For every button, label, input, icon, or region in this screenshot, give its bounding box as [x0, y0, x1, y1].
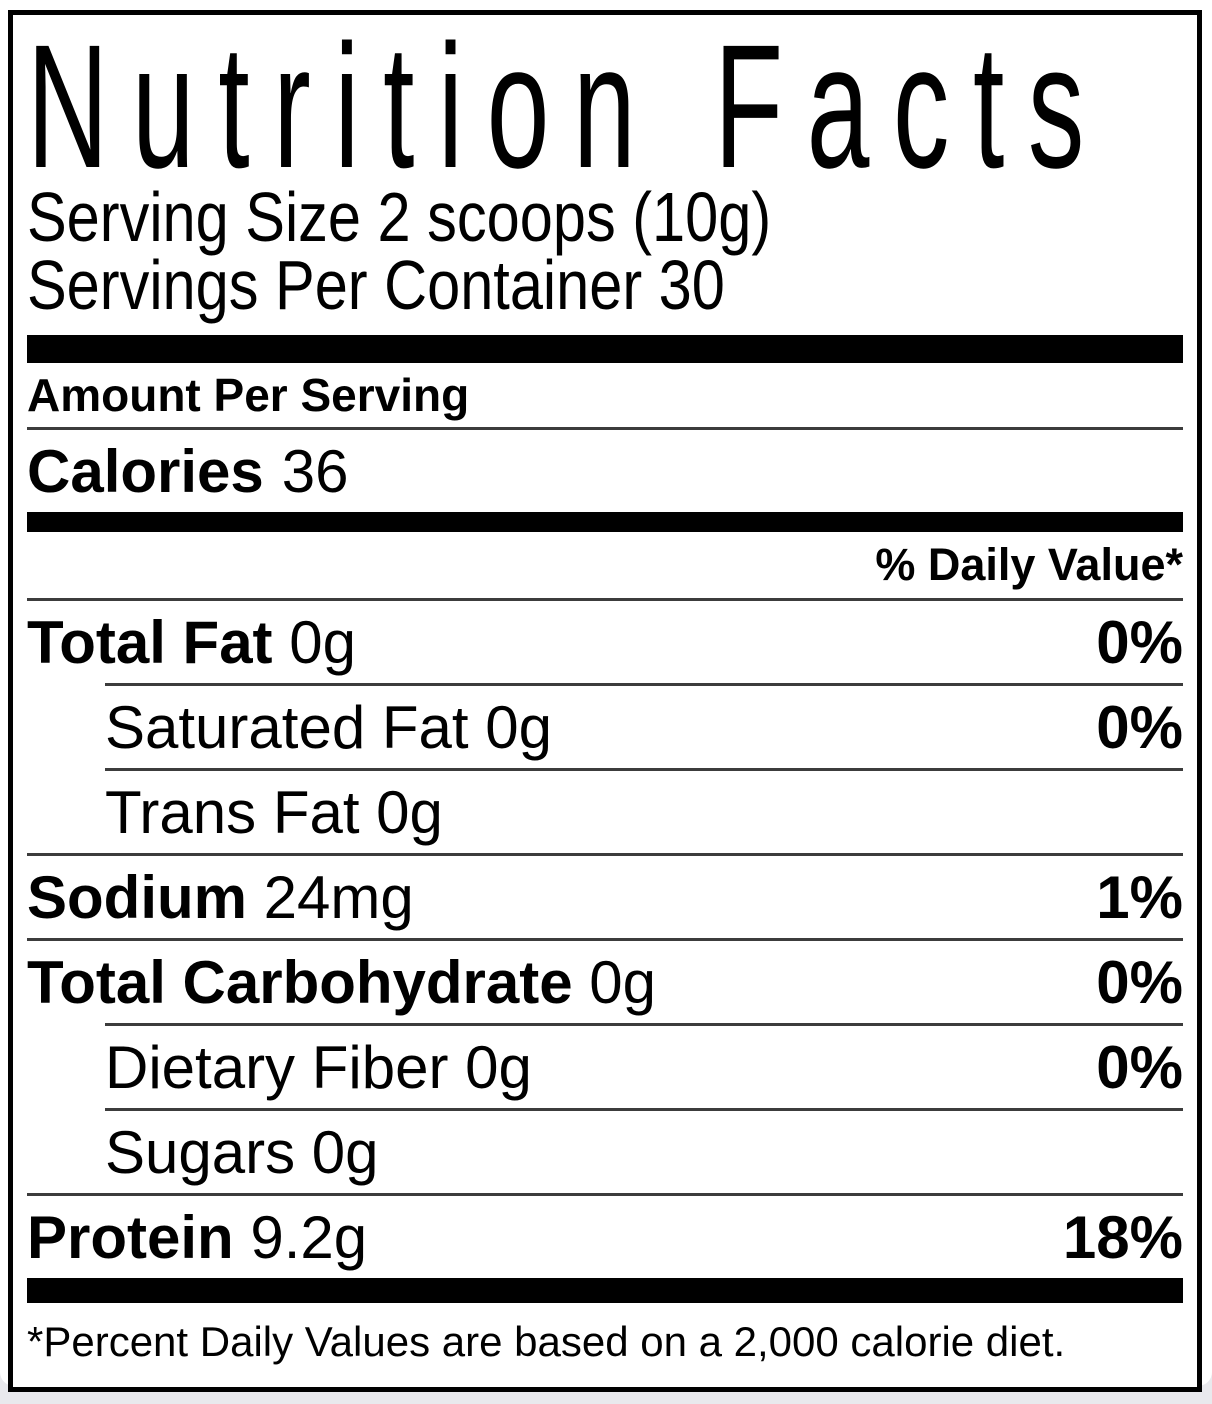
- nutrient-row: Protein 9.2g 18%: [27, 1196, 1183, 1278]
- nutrient-row: Sodium 24mg 1%: [27, 856, 1183, 938]
- nutrient-amount: 0g: [468, 693, 552, 761]
- nutrient-row: Trans Fat 0g: [27, 771, 1183, 853]
- servings-per-container-text: Servings Per Container 30: [27, 246, 725, 324]
- thin-rule: [27, 1193, 1183, 1196]
- nutrient-rows: Total Fat 0g 0% Saturated Fat 0g 0% Tran…: [27, 598, 1183, 1278]
- nutrient-row: Total Carbohydrate 0g 0%: [27, 941, 1183, 1023]
- nutrient-amount: 0g: [448, 1033, 532, 1101]
- nutrient-daily-value: 0%: [1096, 948, 1183, 1016]
- amount-per-serving-heading: Amount Per Serving: [27, 363, 1183, 427]
- nutrient-name: Trans Fat: [105, 778, 360, 846]
- calories-row: Calories 36: [27, 430, 1183, 512]
- daily-value-header: % Daily Value*: [27, 532, 1183, 598]
- nutrient-name: Saturated Fat: [105, 693, 469, 761]
- thin-rule: [105, 1108, 1183, 1111]
- nutrient-row: Dietary Fiber 0g 0%: [27, 1026, 1183, 1108]
- nutrient-daily-value: 0%: [1096, 608, 1183, 676]
- thin-rule: [27, 598, 1183, 601]
- nutrient-name: Dietary Fiber: [105, 1033, 449, 1101]
- nutrient-amount: 9.2g: [233, 1203, 368, 1271]
- nutrient-daily-value: 0%: [1096, 1033, 1183, 1101]
- nutrient-name: Total Carbohydrate: [27, 948, 573, 1016]
- nutrient-name: Sugars: [105, 1118, 296, 1186]
- footnote: *Percent Daily Values are based on a 2,0…: [27, 1303, 1183, 1383]
- amount-per-serving-text: Amount Per Serving: [27, 369, 470, 421]
- calories-label: Calories: [27, 437, 264, 505]
- nutrient-amount: 24mg: [247, 863, 414, 931]
- thin-rule: [27, 853, 1183, 856]
- nutrient-row: Saturated Fat 0g 0%: [27, 686, 1183, 768]
- calories-value: 36: [281, 437, 349, 505]
- nutrient-amount: 0g: [295, 1118, 379, 1186]
- nutrient-daily-value: 0%: [1096, 693, 1183, 761]
- nutrient-amount: 0g: [272, 608, 356, 676]
- label-title-text: Nutrition Facts: [27, 9, 1108, 205]
- thick-separator-bar: [27, 335, 1183, 363]
- thick-separator-bar: [27, 512, 1183, 532]
- daily-value-header-text: % Daily Value*: [875, 539, 1183, 590]
- nutrient-amount: 0g: [359, 778, 443, 846]
- thick-separator-bar: [27, 1278, 1183, 1303]
- nutrition-facts-label: Nutrition Facts Serving Size 2 scoops (1…: [8, 10, 1202, 1392]
- servings-per-container-line: Servings Per Container 30: [27, 246, 1183, 324]
- nutrient-row: Sugars 0g: [27, 1111, 1183, 1193]
- thin-rule: [105, 683, 1183, 686]
- thin-rule: [105, 768, 1183, 771]
- nutrient-name: Sodium: [27, 863, 247, 931]
- footnote-text: *Percent Daily Values are based on a 2,0…: [27, 1318, 1066, 1365]
- serving-size-line: Serving Size 2 scoops (10g): [27, 178, 1183, 256]
- nutrient-daily-value: 1%: [1096, 863, 1183, 931]
- thin-rule: [27, 938, 1183, 941]
- thin-rule: [105, 1023, 1183, 1026]
- nutrient-amount: 0g: [572, 948, 657, 1016]
- serving-size-text: Serving Size 2 scoops (10g): [27, 178, 772, 256]
- nutrient-name: Protein: [27, 1203, 234, 1271]
- label-title: Nutrition Facts: [27, 9, 1183, 205]
- nutrient-name: Total Fat: [27, 608, 273, 676]
- thin-rule: [27, 427, 1183, 430]
- nutrient-daily-value: 18%: [1062, 1203, 1183, 1271]
- nutrient-row: Total Fat 0g 0%: [27, 601, 1183, 683]
